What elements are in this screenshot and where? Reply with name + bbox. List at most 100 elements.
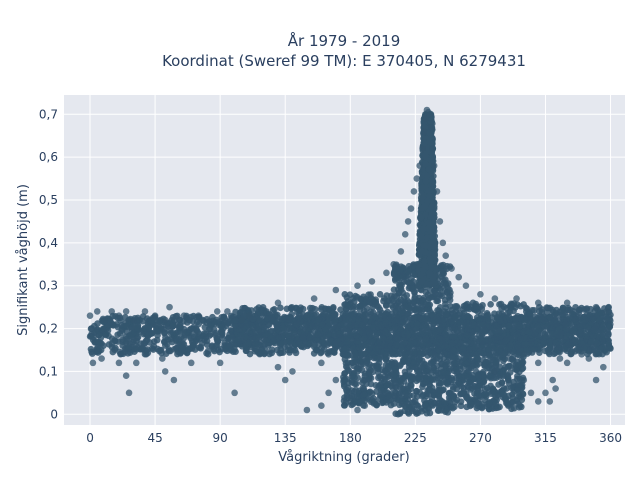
data-point <box>277 304 284 312</box>
data-point <box>475 392 483 399</box>
data-point <box>392 313 400 321</box>
data-point <box>375 359 383 367</box>
data-point <box>391 392 398 400</box>
data-point <box>324 341 331 349</box>
data-point <box>370 354 378 362</box>
data-point <box>262 348 270 355</box>
data-point <box>212 329 219 337</box>
data-point <box>606 317 614 324</box>
data-point <box>514 351 521 358</box>
data-point <box>429 274 437 282</box>
data-point <box>397 263 405 271</box>
data-point <box>293 321 300 328</box>
data-point <box>405 268 412 275</box>
data-point <box>481 391 488 398</box>
data-point <box>340 320 347 328</box>
data-point <box>502 395 510 403</box>
data-point <box>519 358 527 366</box>
data-point <box>187 334 194 342</box>
data-point <box>426 386 434 393</box>
data-point <box>494 329 502 337</box>
data-point <box>504 402 512 409</box>
data-point <box>331 317 339 324</box>
data-point <box>298 329 306 337</box>
data-point <box>411 398 419 405</box>
data-point <box>492 399 500 407</box>
data-point <box>150 338 158 345</box>
data-point <box>407 307 415 314</box>
data-point <box>419 383 426 391</box>
data-point <box>317 305 325 313</box>
data-point <box>178 344 185 352</box>
data-point <box>172 329 180 337</box>
data-point <box>510 300 518 307</box>
data-point <box>181 331 189 339</box>
data-point <box>505 380 513 387</box>
data-point <box>318 321 326 329</box>
data-point <box>408 404 416 411</box>
data-point <box>460 302 468 310</box>
data-point <box>415 354 423 361</box>
data-point <box>145 331 152 339</box>
data-point <box>606 323 613 331</box>
data-point <box>404 408 412 416</box>
data-point <box>581 344 588 352</box>
data-point <box>483 313 491 321</box>
data-point <box>591 325 599 333</box>
data-point <box>392 365 399 373</box>
data-point <box>361 316 369 323</box>
data-point <box>509 326 517 334</box>
data-point <box>344 302 351 309</box>
data-point <box>549 330 556 337</box>
data-point <box>441 281 449 288</box>
data-point <box>143 315 151 322</box>
data-point <box>589 315 597 322</box>
data-point <box>521 340 529 348</box>
data-point <box>251 347 259 355</box>
data-point <box>410 298 417 306</box>
data-point <box>218 334 226 342</box>
data-point <box>487 399 494 407</box>
data-point <box>478 337 486 345</box>
data-point <box>396 374 403 382</box>
data-point <box>489 405 496 412</box>
data-point <box>563 325 570 333</box>
data-point <box>355 398 363 405</box>
data-point <box>463 394 470 402</box>
data-point <box>268 327 275 335</box>
data-point <box>360 307 368 315</box>
data-point <box>251 312 258 320</box>
data-point <box>473 399 481 407</box>
data-point <box>422 335 430 342</box>
data-point <box>516 322 524 330</box>
data-point <box>460 388 467 395</box>
data-point <box>531 346 538 353</box>
data-point <box>255 334 263 341</box>
data-point <box>531 330 539 338</box>
data-point <box>446 286 453 294</box>
data-point <box>125 316 132 324</box>
data-point <box>457 398 465 406</box>
data-point <box>599 335 607 343</box>
data-point <box>377 312 385 320</box>
data-point <box>217 323 225 330</box>
data-point <box>359 384 367 392</box>
data-point <box>523 346 530 353</box>
data-point <box>322 326 330 333</box>
data-point <box>436 326 444 334</box>
data-point <box>369 296 377 303</box>
data-point <box>421 401 429 408</box>
data-point <box>511 365 519 373</box>
data-point <box>562 320 569 328</box>
data-point <box>546 345 554 353</box>
data-point <box>268 315 276 322</box>
data-point <box>404 323 411 331</box>
data-point <box>495 381 502 388</box>
data-point <box>314 331 322 338</box>
data-point <box>108 340 116 347</box>
data-point <box>395 290 403 297</box>
data-point <box>571 316 579 323</box>
data-point <box>285 325 293 333</box>
data-point <box>423 409 431 417</box>
data-point <box>245 339 253 347</box>
